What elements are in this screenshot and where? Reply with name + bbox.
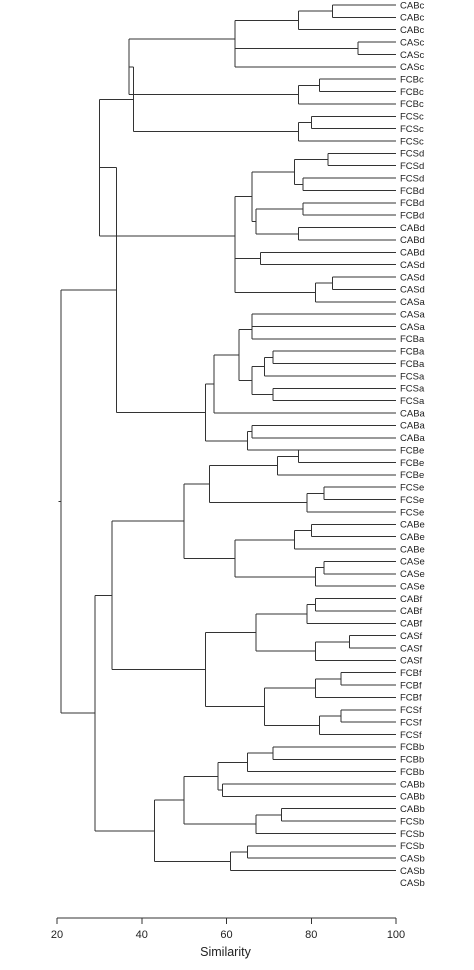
leaf-label: FCBb	[400, 755, 424, 766]
leaf-label: CABd	[400, 235, 425, 246]
leaf-label: CASc	[400, 62, 425, 73]
leaf-label: CASf	[400, 656, 423, 667]
leaf-label: FCSa	[400, 371, 425, 382]
leaf-label: FCBd	[400, 186, 424, 197]
leaf-label: FCSd	[400, 161, 424, 172]
leaf-label: CABa	[400, 408, 426, 419]
leaf-label: CABe	[400, 544, 425, 555]
x-axis: 20 40 60 80 100 Similarity	[51, 917, 405, 959]
leaf-label: CABf	[400, 606, 423, 617]
leaf-label: FCSc	[400, 124, 424, 135]
leaf-labels: CABcCABcCABcCAScCAScCAScFCBcFCBcFCBcFCSc…	[400, 0, 426, 889]
leaf-label: CASf	[400, 643, 423, 654]
leaf-label: FCBc	[400, 87, 424, 98]
leaf-label: CASf	[400, 631, 423, 642]
leaf-label: CASb	[400, 853, 425, 864]
leaf-label: FCSe	[400, 495, 424, 506]
leaf-label: CABc	[400, 13, 425, 24]
leaf-label: CASa	[400, 322, 426, 333]
leaf-label: FCBf	[400, 668, 422, 679]
leaf-label: CABb	[400, 779, 425, 790]
leaf-label: FCSa	[400, 396, 425, 407]
leaf-label: FCSc	[400, 136, 424, 147]
leaf-label: CABd	[400, 248, 425, 259]
leaf-label: CABf	[400, 594, 423, 605]
leaf-label: FCSc	[400, 112, 424, 123]
leaf-label: CASc	[400, 37, 425, 48]
leaf-label: FCSe	[400, 507, 424, 518]
x-tick-label: 20	[51, 929, 63, 941]
leaf-label: FCBb	[400, 742, 424, 753]
leaf-label: CASe	[400, 569, 425, 580]
leaf-label: CABc	[400, 0, 425, 11]
leaf-label: FCBa	[400, 359, 425, 370]
leaf-label: FCSd	[400, 173, 424, 184]
leaf-label: FCBf	[400, 680, 422, 691]
leaf-label: FCBe	[400, 458, 424, 469]
x-tick-label: 40	[136, 929, 148, 941]
leaf-label: CASb	[400, 866, 425, 877]
leaf-label: CASa	[400, 297, 426, 308]
leaf-label: FCBa	[400, 347, 425, 358]
x-tick-label: 80	[305, 929, 317, 941]
leaf-label: CABb	[400, 792, 425, 803]
leaf-label: FCSb	[400, 829, 424, 840]
leaf-label: CASc	[400, 50, 425, 61]
leaf-label: FCBd	[400, 198, 424, 209]
x-tick-label: 100	[387, 929, 405, 941]
leaf-label: CABa	[400, 421, 426, 432]
leaf-label: FCBb	[400, 767, 424, 778]
leaf-label: FCBc	[400, 74, 424, 85]
leaf-label: CABb	[400, 804, 425, 815]
leaf-label: FCSf	[400, 730, 422, 741]
leaf-label: CABe	[400, 532, 425, 543]
leaf-label: CASd	[400, 272, 425, 283]
leaf-label: FCSb	[400, 841, 424, 852]
leaf-label: CABa	[400, 433, 426, 444]
leaf-label: FCSf	[400, 705, 422, 716]
leaf-label: CABe	[400, 520, 425, 531]
leaf-label: FCSb	[400, 816, 424, 827]
leaf-label: CABc	[400, 25, 425, 36]
x-tick-label: 60	[220, 929, 232, 941]
leaf-label: FCSa	[400, 384, 425, 395]
leaf-label: FCBf	[400, 693, 422, 704]
x-axis-ticks: 20 40 60 80 100	[51, 918, 405, 941]
leaf-label: FCBa	[400, 334, 425, 345]
leaf-label: CASb	[400, 878, 425, 889]
leaf-label: CABf	[400, 619, 423, 630]
leaf-label: CASe	[400, 581, 425, 592]
leaf-label: FCSd	[400, 149, 424, 160]
leaf-label: FCBe	[400, 470, 424, 481]
leaf-label: FCBc	[400, 99, 424, 110]
leaf-label: FCBd	[400, 211, 424, 222]
leaf-label: FCBe	[400, 445, 424, 456]
leaf-label: CABd	[400, 223, 425, 234]
dendrogram-branches	[58, 4, 396, 872]
leaf-label: CASa	[400, 309, 426, 320]
leaf-label: CASe	[400, 557, 425, 568]
x-axis-title: Similarity	[200, 945, 251, 959]
leaf-label: CASd	[400, 285, 425, 296]
leaf-label: FCSe	[400, 483, 424, 494]
leaf-label: CASd	[400, 260, 425, 271]
leaf-label: FCSf	[400, 717, 422, 728]
